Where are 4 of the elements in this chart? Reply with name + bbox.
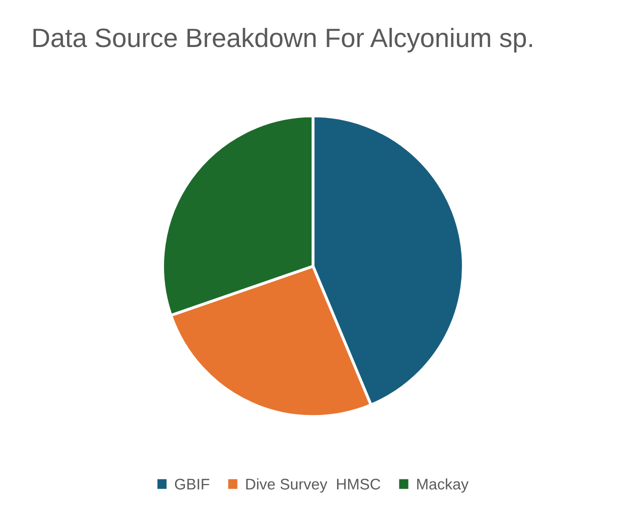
legend-label: GBIF bbox=[174, 478, 210, 490]
legend-label: Mackay bbox=[417, 478, 469, 493]
legend-label: Dive Survey HMSC bbox=[246, 478, 380, 493]
chart-title: Data Source Breakdown For Alcyonium sp. bbox=[33, 28, 532, 52]
